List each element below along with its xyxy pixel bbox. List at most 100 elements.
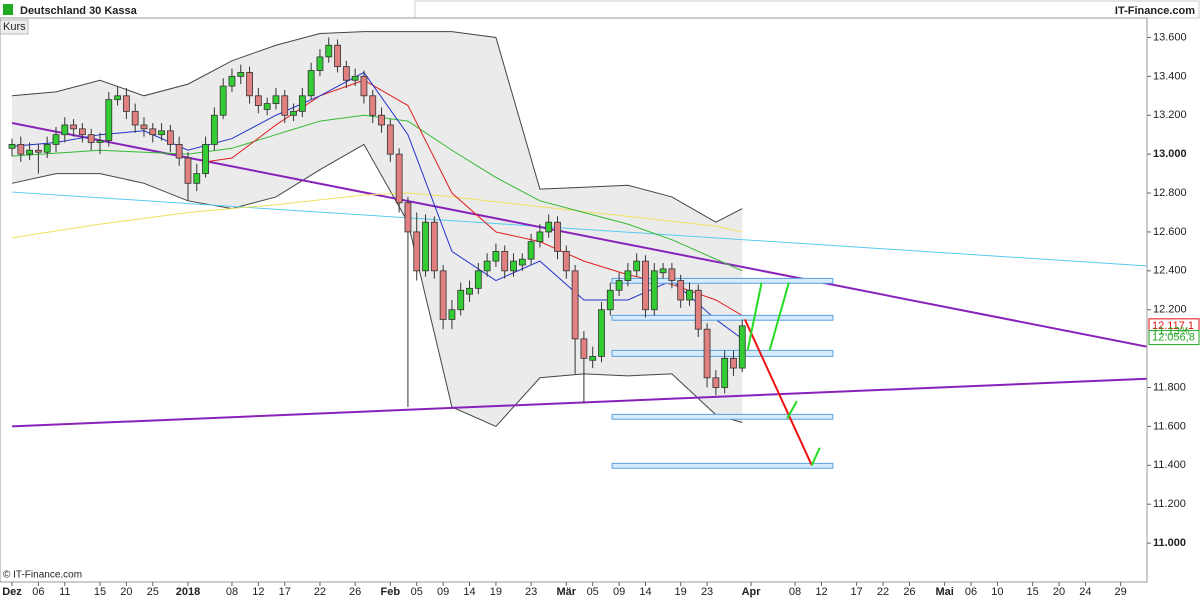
y-tick-label: 13.000 bbox=[1153, 148, 1187, 160]
candle-body bbox=[105, 99, 113, 141]
x-tick-label: 23 bbox=[701, 586, 713, 598]
y-tick-label: 12.200 bbox=[1153, 304, 1187, 316]
candle-body bbox=[316, 56, 324, 71]
candle-body bbox=[650, 270, 658, 311]
candle-body bbox=[158, 130, 165, 136]
candle-body bbox=[351, 75, 359, 81]
x-tick-label: 22 bbox=[877, 586, 889, 598]
candle-body bbox=[686, 289, 693, 301]
x-tick-label: 20 bbox=[1053, 586, 1065, 598]
candle-body bbox=[8, 144, 16, 149]
x-tick-label: 26 bbox=[903, 586, 915, 598]
candle-body bbox=[184, 157, 192, 184]
level-box bbox=[611, 349, 834, 357]
x-tick-label: Mai bbox=[935, 586, 953, 598]
trendline bbox=[11, 377, 1148, 428]
chart-title: Deutschland 30 Kassa bbox=[20, 5, 138, 17]
x-tick-label: 06 bbox=[32, 586, 44, 598]
projection bbox=[768, 282, 790, 351]
candle-body bbox=[342, 66, 350, 81]
candle-body bbox=[140, 124, 148, 130]
candle-body bbox=[369, 95, 377, 116]
y-tick-label: 12.800 bbox=[1153, 187, 1187, 199]
candle-body bbox=[114, 95, 121, 101]
plot-frame bbox=[0, 17, 1148, 583]
bollinger-lower bbox=[11, 143, 743, 428]
moving-average bbox=[11, 192, 743, 239]
x-tick-label: 08 bbox=[789, 586, 801, 598]
candle-body bbox=[562, 250, 570, 272]
trendline bbox=[11, 191, 1148, 267]
candle-body bbox=[606, 289, 614, 311]
projection bbox=[810, 447, 821, 466]
x-tick-label: Dez bbox=[2, 586, 22, 598]
candle-body bbox=[395, 153, 403, 204]
copyright: © IT-Finance.com bbox=[3, 570, 82, 581]
candle-body bbox=[510, 260, 517, 272]
candle-body bbox=[386, 124, 394, 155]
candle-body bbox=[272, 95, 280, 104]
candle-body bbox=[483, 260, 491, 272]
candle-body bbox=[598, 309, 605, 357]
candle-body bbox=[34, 149, 42, 153]
candle-body bbox=[642, 260, 649, 311]
x-tick-label: 15 bbox=[94, 586, 106, 598]
x-tick-label: 22 bbox=[314, 586, 326, 598]
candle-body bbox=[422, 221, 429, 272]
candle-body bbox=[527, 241, 535, 260]
candle-body bbox=[298, 95, 306, 112]
x-tick-label: 20 bbox=[120, 586, 132, 598]
trendline bbox=[11, 122, 1148, 348]
candle-body bbox=[545, 221, 553, 233]
x-tick-label: 10 bbox=[991, 586, 1003, 598]
candle-body bbox=[78, 128, 86, 136]
candle-body bbox=[43, 144, 51, 153]
candle-body bbox=[659, 268, 667, 274]
x-tick-label: 14 bbox=[463, 586, 475, 598]
candle-body bbox=[738, 325, 746, 369]
candle-body bbox=[210, 114, 218, 145]
x-tick-label: 25 bbox=[147, 586, 159, 598]
x-tick-label: Mär bbox=[557, 586, 577, 598]
candle-body bbox=[219, 85, 227, 116]
candle-body bbox=[430, 221, 438, 272]
candle-body bbox=[624, 270, 632, 281]
candle-body bbox=[96, 140, 104, 143]
y-tick-label: 12.600 bbox=[1153, 226, 1187, 238]
candle-body bbox=[633, 260, 641, 272]
candle-body bbox=[615, 280, 623, 291]
candle-body bbox=[466, 287, 473, 295]
candle-body bbox=[131, 110, 139, 126]
y-tick-label: 13.400 bbox=[1153, 70, 1187, 82]
candle-body bbox=[554, 221, 561, 252]
candle-body bbox=[378, 114, 385, 126]
candle-body bbox=[668, 268, 676, 281]
y-tick-label: 11.400 bbox=[1153, 459, 1186, 471]
candle-body bbox=[536, 231, 544, 243]
projection bbox=[786, 400, 798, 420]
x-tick-label: 19 bbox=[675, 586, 687, 598]
x-tick-label: 14 bbox=[639, 586, 651, 598]
candle-body bbox=[703, 328, 711, 379]
panel-label: Kurs bbox=[3, 21, 26, 33]
x-tick-label: 15 bbox=[1026, 586, 1038, 598]
x-tick-label: 19 bbox=[490, 586, 502, 598]
bollinger-upper bbox=[11, 31, 743, 223]
x-tick-label: 12 bbox=[815, 586, 827, 598]
x-tick-label: Feb bbox=[381, 586, 401, 598]
price-label: 12.056,8 bbox=[1152, 331, 1195, 343]
candle-body bbox=[589, 355, 597, 361]
candle-body bbox=[307, 70, 315, 97]
candle-body bbox=[149, 128, 157, 136]
x-tick-label: 26 bbox=[349, 586, 361, 598]
candle-body bbox=[404, 202, 412, 233]
logo bbox=[3, 4, 13, 15]
candle-body bbox=[712, 377, 720, 388]
candle-body bbox=[721, 357, 729, 388]
price-label: 12.117,1 bbox=[1152, 320, 1194, 332]
candle-body bbox=[166, 130, 174, 145]
x-tick-label: 05 bbox=[411, 586, 423, 598]
candle-body bbox=[439, 270, 447, 320]
level-box bbox=[611, 462, 834, 469]
